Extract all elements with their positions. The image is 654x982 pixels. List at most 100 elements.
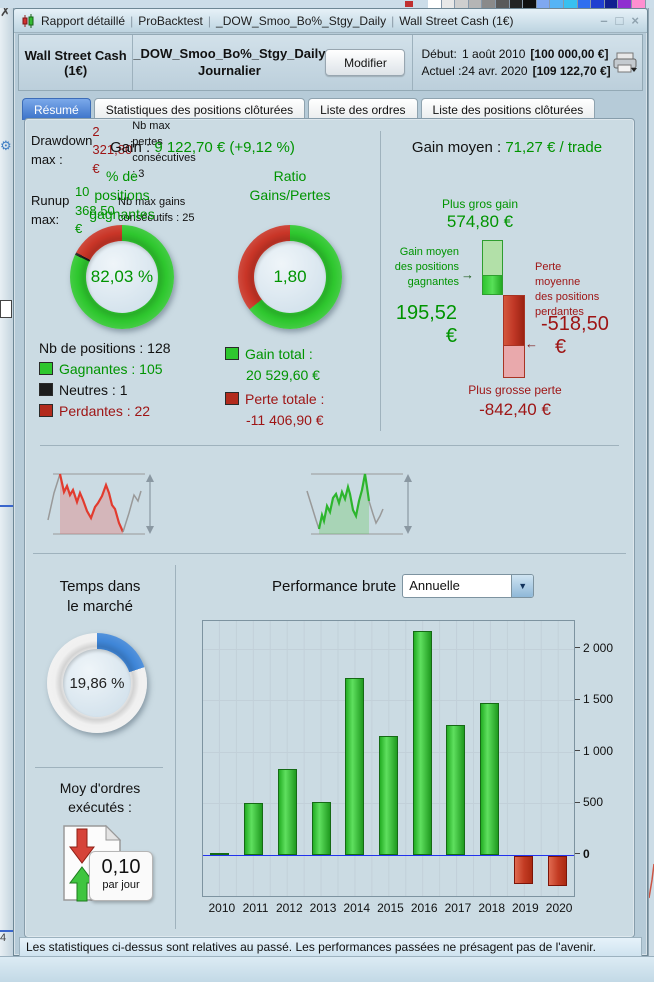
- performance-label: Performance brute: [272, 577, 397, 595]
- neutral-swatch: [39, 383, 53, 396]
- zero-line: [203, 854, 574, 856]
- runup-sub: Nb max gains consécutifs : 25: [118, 196, 195, 225]
- report-header: Wall Street Cash (1€) _DOW_Smoo_Bo%_Stgy…: [18, 34, 643, 91]
- losing-swatch: [39, 404, 53, 417]
- color-palette: [428, 0, 646, 8]
- loss-total-row: Perte totale :: [225, 388, 385, 409]
- minimize-button[interactable]: –: [600, 13, 608, 28]
- winning-donut-title: % de positions gagnantes: [89, 168, 155, 222]
- losing-count: Perdantes : 22: [59, 402, 151, 419]
- bar-2020: [547, 855, 567, 886]
- x-axis-label: 2012: [275, 901, 303, 915]
- palette-swatch[interactable]: [509, 0, 524, 8]
- window-title-module: ProBacktest: [138, 13, 203, 28]
- x-axis-label: 2010: [208, 901, 236, 915]
- tab-statistiques[interactable]: Statistiques des positions clôturées: [93, 98, 306, 120]
- strategy-cell: _DOW_Smoo_Bo%_Stgy_Daily Journalier Modi…: [132, 35, 412, 90]
- palette-swatch[interactable]: [563, 0, 578, 8]
- avg-loss-label: Perte moyenne des positions perdantes: [535, 261, 600, 318]
- performance-header: Performance brute Annuelle ▼: [272, 574, 535, 598]
- window-titlebar[interactable]: Rapport détaillé | ProBacktest | _DOW_Sm…: [14, 9, 647, 33]
- window-title-report: Rapport détaillé: [41, 13, 126, 28]
- x-axis-label: 2016: [410, 901, 438, 915]
- printer-icon: [613, 52, 638, 72]
- positions-total: Nb de positions : 128: [39, 339, 171, 356]
- bar-2017: [446, 725, 466, 855]
- avg-orders-title: Moy d'ordres exécutés :: [59, 780, 141, 815]
- palette-swatch[interactable]: [604, 0, 619, 8]
- chart-line-fragment: [0, 930, 13, 932]
- palette-swatch[interactable]: [591, 0, 605, 8]
- ratio-donut-title: Ratio Gains/Pertes: [249, 168, 331, 203]
- avg-win-segment: [482, 275, 503, 295]
- y-axis-label: 1 500: [575, 692, 613, 706]
- palette-swatch[interactable]: [577, 0, 592, 8]
- x-axis-label: 2020: [545, 901, 573, 915]
- tool-swatch: [0, 300, 12, 318]
- report-window: Rapport détaillé | ProBacktest | _DOW_Sm…: [13, 8, 648, 957]
- drawdown-block: Drawdown max : 2 321,80 € Nb max pertes …: [25, 119, 196, 183]
- chart-x-axis: 2010 2011 2012 2013 2014 2015 2016 2017 2018 2019…: [202, 901, 575, 916]
- bar-2014: [345, 677, 365, 855]
- ratio-value: 1,80: [273, 267, 307, 286]
- avg-loss-arrow-icon: ←: [525, 336, 538, 351]
- winning-positions-donut: 82,03 %: [70, 225, 174, 329]
- drawdown-chart-icon: [47, 473, 154, 535]
- palette-swatch[interactable]: [455, 0, 469, 8]
- palette-swatch[interactable]: [523, 0, 537, 8]
- print-button[interactable]: [608, 35, 642, 90]
- palette-swatch[interactable]: [550, 0, 564, 8]
- loss-total-label: Perte totale :: [245, 390, 325, 407]
- totals-legend: Gain total : 20 529,60 € Perte totale : …: [225, 343, 385, 430]
- winning-swatch: [39, 362, 53, 375]
- palette-swatch[interactable]: [618, 0, 632, 8]
- gain-loss-ratio-donut: 1,80: [238, 225, 342, 329]
- tab-resume[interactable]: Résumé: [22, 98, 91, 120]
- modify-button[interactable]: Modifier: [325, 49, 406, 76]
- bar-2015: [379, 736, 398, 855]
- gain-line: Gain : 9 122,70 € (+9,12 %): [25, 139, 380, 156]
- avg-win-label: Gain moyen des positions gagnantes: [394, 246, 459, 288]
- gridline: [203, 648, 574, 650]
- dropdown-value: Annuelle: [409, 577, 460, 593]
- performance-period-dropdown[interactable]: Annuelle ▼: [402, 574, 535, 598]
- window-title-account: Wall Street Cash (1€): [399, 13, 514, 28]
- neutral-count: Neutres : 1: [59, 381, 128, 398]
- palette-swatch[interactable]: [468, 0, 483, 8]
- bar-2012: [277, 769, 297, 855]
- bar-2018: [480, 703, 500, 855]
- bar-2019: [513, 855, 533, 884]
- current-date: 24 avr. 2020: [461, 64, 528, 78]
- title-separator: |: [391, 13, 395, 28]
- chevron-down-icon[interactable]: ▼: [511, 575, 534, 597]
- tab-liste-ordres[interactable]: Liste des ordres: [308, 98, 418, 120]
- gain-total-row: Gain total :: [225, 343, 385, 364]
- palette-swatch[interactable]: [536, 0, 551, 8]
- tab-bar: Résumé Statistiques des positions clôtur…: [22, 98, 596, 120]
- down-arrow-icon: [69, 828, 95, 864]
- gain-moyen-line: Gain moyen : 71,27 € / trade: [381, 139, 633, 156]
- time-in-market-title: Temps dans le marché: [59, 578, 141, 616]
- palette-swatch[interactable]: [631, 0, 646, 8]
- summary-panel: Gain : 9 122,70 € (+9,12 %) Gain moyen :…: [24, 118, 635, 938]
- divider: [380, 131, 381, 431]
- palette-swatch[interactable]: [482, 0, 496, 8]
- palette-swatch[interactable]: [428, 0, 442, 8]
- bar-2016: [412, 631, 432, 855]
- maximize-button[interactable]: □: [615, 13, 624, 28]
- avg-win-value: 195,52 €: [395, 302, 457, 347]
- price-axis-digit: 4: [0, 932, 7, 944]
- avg-win-arrow-icon: →: [461, 267, 474, 282]
- gain-value: 9 122,70 € (+9,12 %): [154, 139, 295, 156]
- orders-per-day-value: 0,10: [101, 856, 141, 878]
- x-axis-label: 2011: [242, 901, 269, 915]
- start-capital: [100 000,00 €]: [530, 47, 609, 61]
- palette-swatch[interactable]: [495, 0, 510, 8]
- legend-item-neutral: Neutres : 1: [39, 379, 219, 400]
- tab-liste-positions[interactable]: Liste des positions clôturées: [420, 98, 596, 120]
- palette-swatch[interactable]: [441, 0, 456, 8]
- close-button[interactable]: ×: [631, 13, 639, 28]
- runup-value: 10 368,50 €: [74, 183, 115, 237]
- runup-chart-icon: [306, 473, 412, 535]
- x-axis-label: 2015: [377, 901, 404, 915]
